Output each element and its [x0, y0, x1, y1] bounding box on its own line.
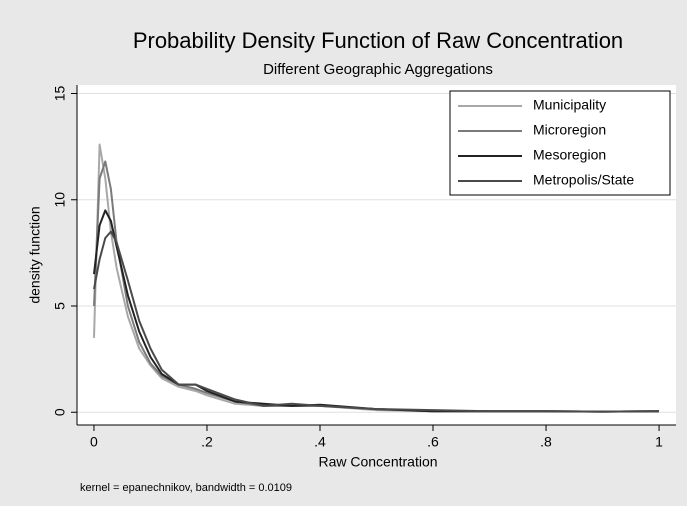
x-tick-label: 1 — [655, 434, 663, 450]
legend-box — [449, 90, 671, 196]
note: kernel = epanechnikov, bandwidth = 0.010… — [80, 482, 292, 494]
y-tick-label: 15 — [52, 86, 68, 102]
y-tick-label: 0 — [52, 408, 68, 416]
legend-label: Mesoregion — [533, 147, 606, 163]
x-tick-label: .2 — [201, 434, 213, 450]
x-tick-label: .6 — [427, 434, 439, 450]
y-tick-label: 10 — [52, 192, 68, 208]
x-tick-label: .4 — [314, 434, 326, 450]
chart-subtitle: Different Geographic Aggregations — [263, 61, 493, 78]
x-tick-label: 0 — [90, 434, 98, 450]
legend-label: Municipality — [533, 97, 606, 113]
chart-title: Probability Density Function of Raw Conc… — [133, 28, 623, 53]
x-tick-label: .8 — [540, 434, 552, 450]
series-line — [93, 230, 660, 413]
legend-label: Metropolis/State — [533, 172, 634, 188]
y-tick-label: 5 — [52, 302, 68, 310]
legend-label: Microregion — [533, 122, 606, 138]
x-axis-label: Raw Concentration — [318, 454, 437, 470]
y-axis-label: density function — [27, 206, 43, 303]
